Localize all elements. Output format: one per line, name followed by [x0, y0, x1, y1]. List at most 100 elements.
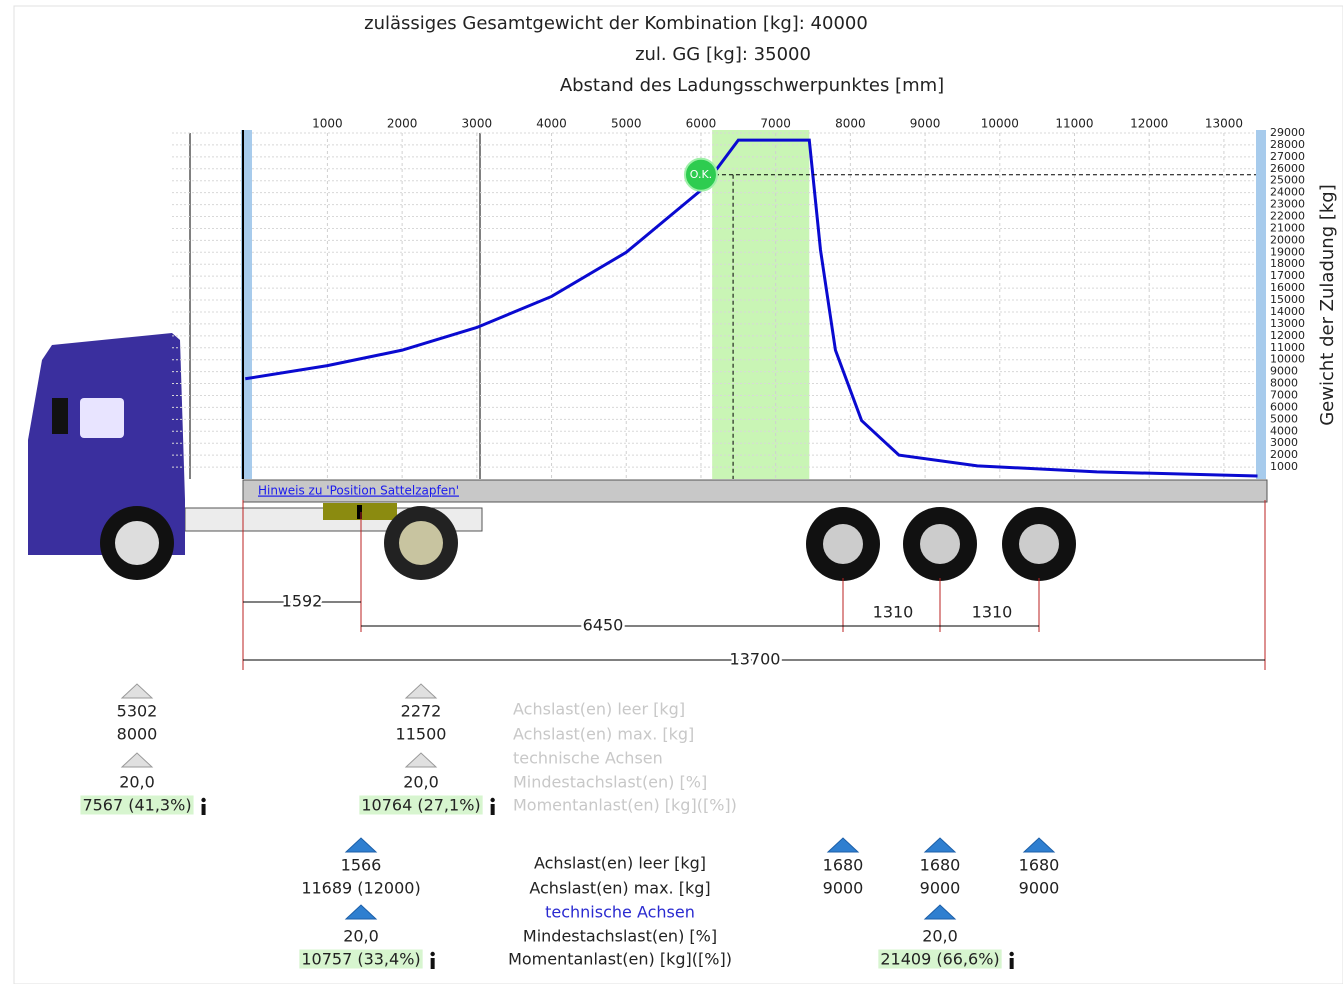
label: Achslast(en) max. [kg]	[529, 879, 710, 898]
rim	[399, 521, 443, 565]
label: Mindestachslast(en) [%]	[513, 773, 707, 792]
label: 10000	[1270, 353, 1305, 366]
label: 9000	[1019, 879, 1060, 898]
axle-triangle	[344, 837, 378, 853]
label: 13000	[1205, 117, 1243, 131]
info-icon	[1009, 958, 1014, 969]
label: Achslast(en) leer [kg]	[513, 700, 685, 719]
label: 1000	[1270, 460, 1298, 473]
label: 9000	[920, 879, 961, 898]
label: 20000	[1270, 233, 1305, 246]
label: 18000	[1270, 257, 1305, 270]
label: 1680	[823, 856, 864, 875]
trailer-bed	[242, 479, 1268, 503]
label: 9000	[910, 117, 941, 131]
dimension-arrows	[243, 601, 1265, 661]
info-icon	[490, 804, 495, 815]
label: Achslast(en) leer [kg]	[534, 854, 706, 873]
label: 13700	[730, 650, 781, 669]
axle-triangle	[404, 683, 438, 699]
label: 1680	[1019, 856, 1060, 875]
axle-triangle	[1022, 837, 1056, 853]
rim	[823, 524, 863, 564]
moment-bg	[359, 795, 483, 815]
label: 14000	[1270, 305, 1305, 318]
label: 17000	[1270, 269, 1305, 282]
label: 16000	[1270, 281, 1305, 294]
label: Momentanlast(en) [kg]([%])	[508, 950, 732, 969]
label: 7567 (41,3%)	[82, 796, 191, 815]
label: 23000	[1270, 198, 1305, 211]
label: Momentanlast(en) [kg]([%])	[513, 796, 737, 815]
cab-window	[80, 398, 124, 438]
info-icon-dot	[1009, 951, 1014, 957]
label: 2000	[387, 117, 418, 131]
label: 1000	[312, 117, 343, 131]
label: 21000	[1270, 221, 1305, 234]
label: 29000	[1270, 126, 1305, 139]
label: 20,0	[403, 773, 439, 792]
label: 19000	[1270, 245, 1305, 258]
label: 27000	[1270, 150, 1305, 163]
info-icon-dot	[201, 797, 206, 803]
label: 13000	[1270, 317, 1305, 330]
axle-triangle	[120, 683, 154, 699]
label: zul. GG [kg]: 35000	[635, 44, 811, 65]
cab	[28, 333, 185, 555]
info-icon-dot	[430, 951, 435, 957]
info-icon	[201, 804, 206, 815]
truck-drawing	[28, 133, 1268, 581]
info-icon-dot	[490, 797, 495, 803]
label: 8000	[1270, 377, 1298, 390]
label: 4000	[536, 117, 567, 131]
label: O.K.	[690, 168, 712, 181]
ok-marker	[683, 157, 718, 192]
label: 15000	[1270, 293, 1305, 306]
axle-triangle	[120, 752, 154, 768]
rim	[1019, 524, 1059, 564]
label: Abstand des Ladungsschwerpunktes [mm]	[560, 75, 944, 96]
label: 1680	[920, 856, 961, 875]
label: technische Achsen	[513, 749, 663, 768]
label: 8000	[835, 117, 866, 131]
label: 10764 (27,1%)	[361, 796, 480, 815]
rim	[115, 521, 159, 565]
info-icon	[430, 958, 435, 969]
axle-triangle	[923, 837, 957, 853]
label: 28000	[1270, 138, 1305, 151]
moment-bg	[878, 949, 1002, 969]
moment-bg	[80, 795, 194, 815]
trailer-front-bar	[241, 130, 252, 479]
label: 7000	[760, 117, 791, 131]
axle-triangle	[404, 752, 438, 768]
label: 9000	[823, 879, 864, 898]
label: 11689 (12000)	[301, 879, 420, 898]
label: 12000	[1130, 117, 1168, 131]
label: 10000	[981, 117, 1019, 131]
mirror	[52, 398, 68, 434]
hint-link[interactable]: Hinweis zu 'Position Sattelzapfen'	[258, 484, 459, 498]
label: 3000	[462, 117, 493, 131]
label: Mindestachslast(en) [%]	[523, 927, 717, 946]
label: 22000	[1270, 210, 1305, 223]
label: 21409 (66,6%)	[880, 950, 999, 969]
label: 7000	[1270, 388, 1298, 401]
axle-triangle	[344, 904, 378, 920]
label: 3000	[1270, 436, 1298, 449]
label: 1310	[873, 603, 914, 622]
label: zulässiges Gesamtgewicht der Kombination…	[364, 13, 868, 34]
label: 11500	[396, 725, 447, 744]
label: 20,0	[922, 927, 958, 946]
label: Gewicht der Zuladung [kg]	[1317, 184, 1338, 426]
label: 5302	[117, 702, 158, 721]
label: 25000	[1270, 174, 1305, 187]
label: 11000	[1270, 341, 1305, 354]
label: 20,0	[119, 773, 155, 792]
label: technische Achsen	[545, 903, 695, 922]
label: 5000	[611, 117, 642, 131]
dimension-lines	[242, 500, 1266, 670]
kingpin	[357, 505, 362, 519]
label: 8000	[117, 725, 158, 744]
label: Achslast(en) max. [kg]	[513, 725, 694, 744]
